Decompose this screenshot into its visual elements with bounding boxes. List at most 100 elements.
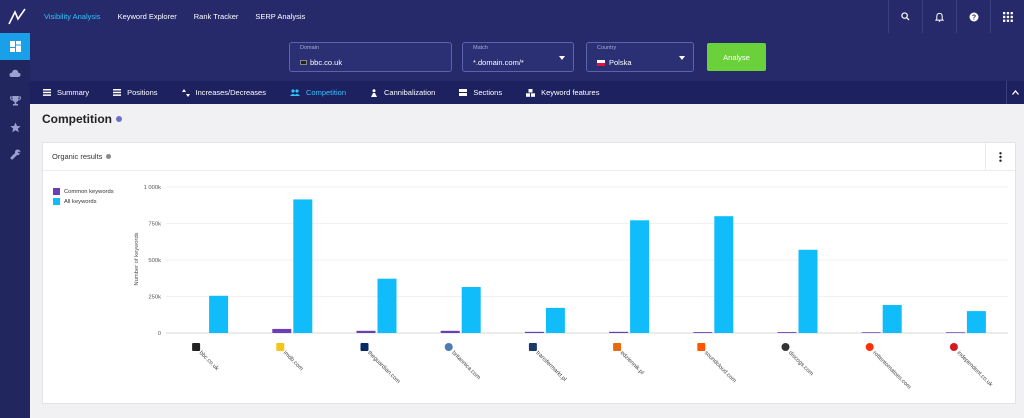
x-tick-label: imdb.com: [282, 350, 304, 372]
x-tick-label: rottentomatoes.com: [871, 350, 912, 391]
domain-favicon-icon: [360, 343, 369, 351]
legend-label: All keywords: [64, 198, 97, 205]
tab-label: Keyword features: [541, 88, 600, 97]
wrench-icon[interactable]: [0, 141, 30, 168]
collapse-chevron-up-icon[interactable]: [1006, 81, 1024, 104]
bell-icon[interactable]: [922, 0, 956, 33]
sections-icon: [459, 89, 468, 96]
page-title: Competition: [42, 112, 122, 126]
tab-sections[interactable]: Sections: [459, 81, 502, 104]
card-title: Organic results: [52, 152, 103, 161]
bar-common-keywords: [693, 332, 713, 333]
tab-label: Cannibalization: [384, 88, 436, 97]
up-down-arrows-icon: [181, 88, 190, 97]
bar-all-keywords: [293, 199, 313, 333]
y-tick-label: 500k: [148, 258, 161, 264]
country-value: Polska: [609, 58, 632, 67]
x-tick-label: discogs.com: [787, 350, 814, 377]
bar-chart: Number of keywords 0 250k 500k 750k 1 000k bb…: [134, 185, 1008, 391]
tab-label: Sections: [473, 88, 503, 97]
tab-label: Competition: [305, 88, 347, 97]
page-title-text: Competition: [42, 112, 112, 126]
cubes-icon: [526, 88, 536, 97]
bar-common-keywords: [609, 331, 629, 333]
analyse-button[interactable]: Analyse: [707, 43, 766, 71]
organic-results-card: Organic results Common keywords All keyw…: [42, 142, 1016, 404]
legend-item-all[interactable]: All keywords: [53, 198, 114, 205]
bar-all-keywords: [798, 249, 818, 333]
domain-value: bbc.co.uk: [310, 58, 343, 67]
x-tick-label: britannica.com: [450, 350, 481, 381]
tab-increases-decreases[interactable]: Increases/Decreases: [181, 81, 266, 104]
legend-label: Common keywords: [64, 188, 114, 195]
bar-all-keywords: [966, 311, 986, 333]
tab-keyword-features[interactable]: Keyword features: [526, 81, 599, 104]
apps-grid-icon[interactable]: [990, 0, 1024, 33]
bar-common-keywords: [356, 330, 376, 333]
match-value: *.domain.com/*: [473, 58, 524, 67]
domain-favicon-icon: [444, 343, 453, 351]
top-navbar: Visibility Analysis Keyword Explorer Ran…: [0, 0, 1024, 33]
users-icon: [289, 89, 300, 96]
bar-all-keywords: [545, 307, 565, 333]
domain-field[interactable]: Domain bbc.co.uk: [289, 42, 452, 72]
bar-all-keywords: [630, 220, 650, 333]
card-header: Organic results: [43, 143, 1015, 171]
trophy-icon[interactable]: [0, 87, 30, 114]
search-icon[interactable]: [888, 0, 922, 33]
domain-favicon-icon: [192, 343, 201, 351]
info-icon[interactable]: [116, 116, 122, 122]
domain-favicon-icon: [528, 343, 537, 351]
bar-all-keywords: [209, 295, 229, 333]
bar-common-keywords: [861, 332, 881, 333]
tab-positions[interactable]: Positions: [113, 81, 158, 104]
x-tick-label: theguardian.com: [366, 350, 401, 385]
nav-serp-analysis[interactable]: SERP Analysis: [255, 12, 306, 21]
country-label: Country: [597, 45, 617, 51]
y-tick-label: 250k: [148, 295, 161, 301]
x-tick-label: edziennik.pl: [619, 350, 645, 376]
bar-all-keywords: [461, 287, 481, 333]
domain-favicon-icon: [949, 343, 958, 351]
top-nav: Visibility Analysis Keyword Explorer Ran…: [44, 0, 322, 33]
nav-rank-tracker[interactable]: Rank Tracker: [193, 12, 239, 21]
help-icon[interactable]: ?: [956, 0, 990, 33]
domain-label: Domain: [300, 45, 319, 51]
chevron-down-icon: [679, 56, 685, 60]
domain-favicon-icon: [865, 343, 874, 351]
info-icon[interactable]: [106, 154, 112, 159]
bar-common-keywords: [777, 332, 797, 333]
bar-common-keywords: [272, 328, 292, 333]
app-logo[interactable]: [0, 0, 33, 33]
star-icon[interactable]: [0, 114, 30, 141]
tab-summary[interactable]: Summary: [43, 81, 89, 104]
poland-flag-icon: [597, 59, 605, 66]
domain-favicon-icon: [697, 343, 706, 351]
tab-competition[interactable]: Competition: [289, 81, 347, 104]
tab-cannibalization[interactable]: Cannibalization: [370, 81, 435, 104]
x-tick-label: independent.co.uk: [955, 350, 993, 388]
person-icon: [370, 88, 378, 97]
nav-keyword-explorer[interactable]: Keyword Explorer: [117, 12, 177, 21]
bar-common-keywords: [945, 332, 965, 333]
tab-label: Positions: [127, 88, 158, 97]
bar-common-keywords: [440, 330, 460, 333]
domain-favicon-icon: [781, 343, 790, 351]
country-select[interactable]: Country Polska: [586, 42, 694, 72]
dashboard-icon[interactable]: [0, 33, 30, 60]
legend-item-common[interactable]: Common keywords: [53, 188, 114, 195]
bar-all-keywords: [882, 304, 902, 333]
legend-swatch: [53, 188, 60, 195]
nav-visibility-analysis[interactable]: Visibility Analysis: [44, 12, 101, 21]
cloud-icon[interactable]: [0, 60, 30, 87]
bbc-favicon-icon: [300, 60, 307, 65]
list-icon: [113, 89, 122, 96]
y-tick-label: 1 000k: [144, 185, 162, 191]
legend-swatch: [53, 198, 60, 205]
bar-all-keywords: [714, 216, 734, 333]
x-tick-label: transfermarkt.pl: [534, 350, 567, 383]
more-vertical-icon[interactable]: [985, 143, 1015, 171]
left-sidebar: [0, 33, 30, 418]
y-axis-label: Number of keywords: [134, 232, 140, 285]
match-select[interactable]: Match *.domain.com/*: [462, 42, 574, 72]
